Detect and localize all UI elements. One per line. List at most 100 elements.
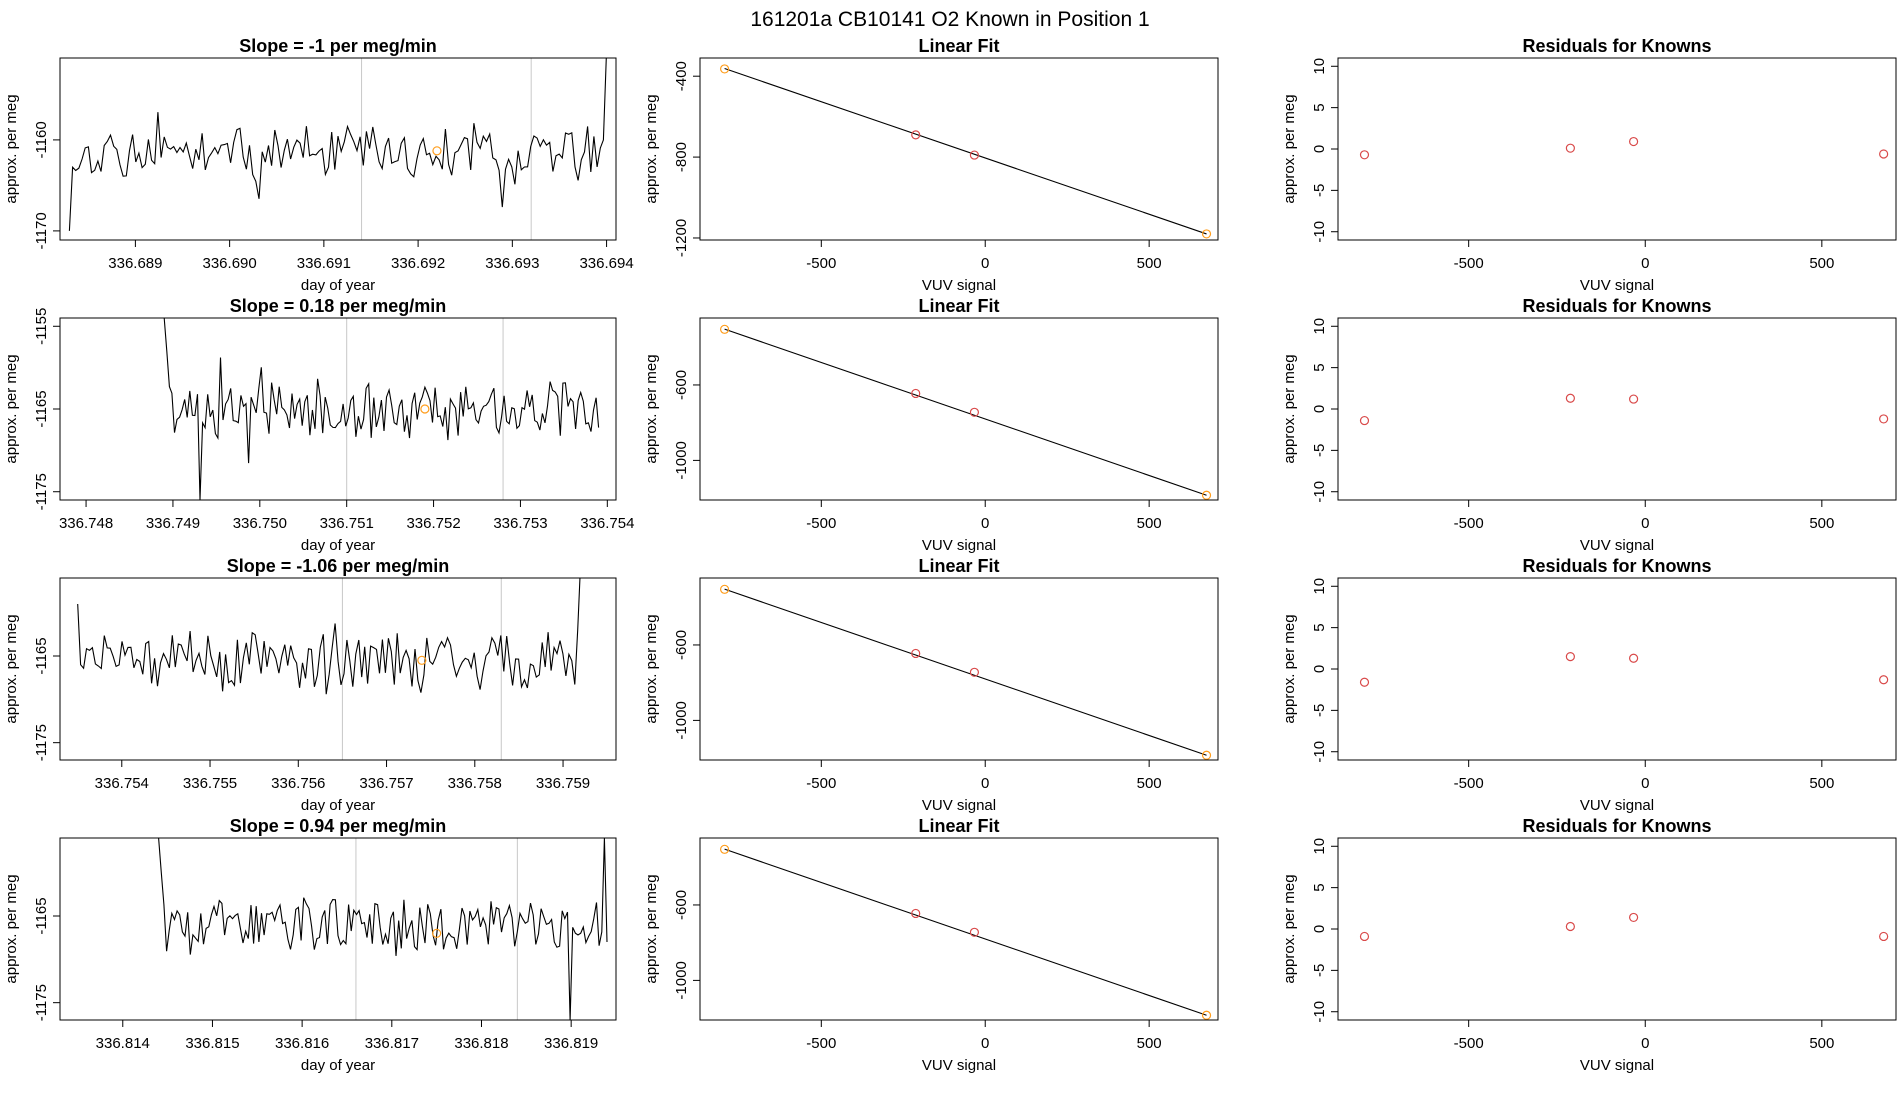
chart-4-2-point <box>969 927 980 937</box>
chart-4-2: Linear Fit VUV signal approx. per meg -500 0… <box>643 816 1219 1074</box>
chart-1-1-series-line <box>68 58 607 231</box>
chart-4-3: Residuals for Knowns VUV signal approx. pe… <box>1281 816 1897 1074</box>
chart-4-3-point <box>1879 931 1889 942</box>
chart-3-1-frame <box>59 577 617 761</box>
chart-2-3-point <box>1879 414 1889 424</box>
chart-1-3-xlabel: VUV signal <box>1580 277 1654 294</box>
chart-4-3-ytick-label: 5 <box>1311 883 1328 891</box>
chart-1-3-point <box>1565 143 1575 153</box>
chart-4-2-plot-area <box>719 844 1212 1020</box>
chart-2-1-xtick-label: 336.752 <box>406 515 460 532</box>
chart-2-3-xlabel: VUV signal <box>1580 537 1654 554</box>
chart-1-3-xtick-label: 500 <box>1809 255 1834 272</box>
chart-1-3-point <box>1628 136 1639 147</box>
chart-4-1-xtick-label: 336.814 <box>96 1035 150 1052</box>
chart-3-3-point <box>1565 651 1575 662</box>
chart-1-1-xtick-label: 336.691 <box>297 255 351 272</box>
chart-2-2-title: Linear Fit <box>918 296 999 316</box>
chart-3-3-ytick-label: 0 <box>1311 665 1328 673</box>
chart-2-1: Slope = 0.18 per meg/min day of year appro… <box>3 296 634 554</box>
chart-2-3-ytick-label: -10 <box>1311 481 1328 503</box>
chart-1-1-ytick-label: -1170 <box>33 212 50 249</box>
chart-3-1-xtick-label: 336.757 <box>359 775 413 792</box>
chart-4-2-ytick-label: -1000 <box>673 961 690 999</box>
chart-1-3-xtick-label: -500 <box>1454 255 1484 272</box>
chart-2-3-title: Residuals for Knowns <box>1522 296 1711 316</box>
chart-3-3-point <box>1628 653 1639 663</box>
chart-3-1-xlabel: day of year <box>301 797 375 814</box>
chart-3-1-ytick-label: -1175 <box>33 724 50 761</box>
chart-1-1-frame <box>59 57 617 241</box>
chart-2-3-point <box>1628 394 1639 404</box>
chart-3-2-xtick-label: -500 <box>806 775 836 792</box>
chart-2-2-ylabel: approx. per meg <box>643 354 660 463</box>
chart-4-3-ytick-label: -5 <box>1311 964 1328 977</box>
chart-2-1-frame <box>59 317 617 501</box>
chart-3-3-ytick-label: -10 <box>1311 741 1328 763</box>
chart-4-3-ylabel: approx. per meg <box>1281 874 1298 983</box>
chart-4-1-xlabel: day of year <box>301 1057 375 1074</box>
chart-1-3-ytick-label: 0 <box>1311 145 1328 153</box>
chart-2-2-point <box>719 324 730 334</box>
chart-4-2-title: Linear Fit <box>918 816 999 836</box>
chart-4-1-series-line <box>158 838 608 1020</box>
chart-3-3-xtick-label: -500 <box>1454 775 1484 792</box>
figure-title: 161201a CB10141 O2 Known in Position 1 <box>750 8 1149 31</box>
chart-2-2-point <box>969 407 980 417</box>
chart-3-2-ytick-label: -600 <box>673 630 690 660</box>
chart-3-2-xtick-label: 500 <box>1137 775 1162 792</box>
chart-2-3-frame <box>1337 317 1897 501</box>
chart-4-3-title: Residuals for Knowns <box>1522 816 1711 836</box>
chart-1-2-point <box>719 64 730 74</box>
chart-1-1-title: Slope = -1 per meg/min <box>239 36 437 56</box>
chart-4-1-plot-area <box>158 838 608 1020</box>
chart-1-2-point <box>911 130 921 140</box>
chart-1-3-ytick-label: -5 <box>1311 184 1328 197</box>
chart-4-1-xtick-label: 336.816 <box>275 1035 329 1052</box>
chart-2-1-series-line <box>163 318 600 500</box>
chart-4-1-xtick-label: 336.818 <box>454 1035 508 1052</box>
chart-4-3-xlabel: VUV signal <box>1580 1057 1654 1074</box>
chart-2-2-xtick-label: 500 <box>1137 515 1162 532</box>
chart-3-3-xtick-label: 500 <box>1809 775 1834 792</box>
chart-3-1-ylabel: approx. per meg <box>3 614 20 723</box>
chart-1-2-xtick-label: 500 <box>1137 255 1162 272</box>
chart-1-2-ylabel: approx. per meg <box>643 94 660 203</box>
chart-1-2: Linear Fit VUV signal approx. per meg -500 0… <box>643 36 1219 294</box>
chart-4-1-xtick-label: 336.819 <box>544 1035 598 1052</box>
chart-1-1-plot-area <box>68 58 607 240</box>
chart-4-3-xtick-label: -500 <box>1454 1035 1484 1052</box>
chart-2-1-xtick-label: 336.749 <box>146 515 200 532</box>
chart-2-2-xtick-label: 0 <box>981 515 989 532</box>
chart-3-1-xtick-label: 336.758 <box>448 775 502 792</box>
chart-4-1-frame <box>59 837 617 1021</box>
chart-2-1-xtick-label: 336.748 <box>59 515 113 532</box>
chart-3-2-point <box>911 648 921 659</box>
chart-2-3-ytick-label: 10 <box>1311 318 1328 335</box>
chart-4-2-point <box>1201 1010 1212 1020</box>
chart-1-3-title: Residuals for Knowns <box>1522 36 1711 56</box>
chart-3-1-series-line <box>77 578 581 695</box>
chart-2-2-point <box>911 388 921 399</box>
chart-3-2-ylabel: approx. per meg <box>643 614 660 723</box>
chart-4-2-point <box>911 908 921 919</box>
chart-1-2-plot-area <box>719 64 1212 239</box>
chart-3-1: Slope = -1.06 per meg/min day of year appr… <box>3 556 617 814</box>
chart-2-2-ytick-label: -600 <box>673 370 690 400</box>
panel-grid: Slope = -1 per meg/min day of year approx.… <box>3 36 1897 1074</box>
chart-3-1-xtick-label: 336.754 <box>95 775 149 792</box>
chart-3-2-fit-line <box>724 588 1207 756</box>
chart-2-1-ytick-label: -1165 <box>33 390 50 427</box>
chart-4-2-fit-line <box>724 848 1207 1016</box>
chart-1-1-ytick-label: -1160 <box>33 121 50 158</box>
chart-1-1-xtick-label: 336.692 <box>391 255 445 272</box>
chart-3-1-plot-area <box>77 578 581 760</box>
chart-4-3-point <box>1359 931 1370 942</box>
chart-1-1-xtick-label: 336.694 <box>579 255 633 272</box>
chart-4-3-xtick-label: 500 <box>1809 1035 1834 1052</box>
chart-4-2-frame <box>699 837 1219 1021</box>
chart-4-2-ytick-label: -600 <box>673 890 690 920</box>
chart-4-1-ylabel: approx. per meg <box>3 874 20 983</box>
chart-4-2-xlabel: VUV signal <box>922 1057 996 1074</box>
chart-4-3-ytick-label: -10 <box>1311 1001 1328 1023</box>
